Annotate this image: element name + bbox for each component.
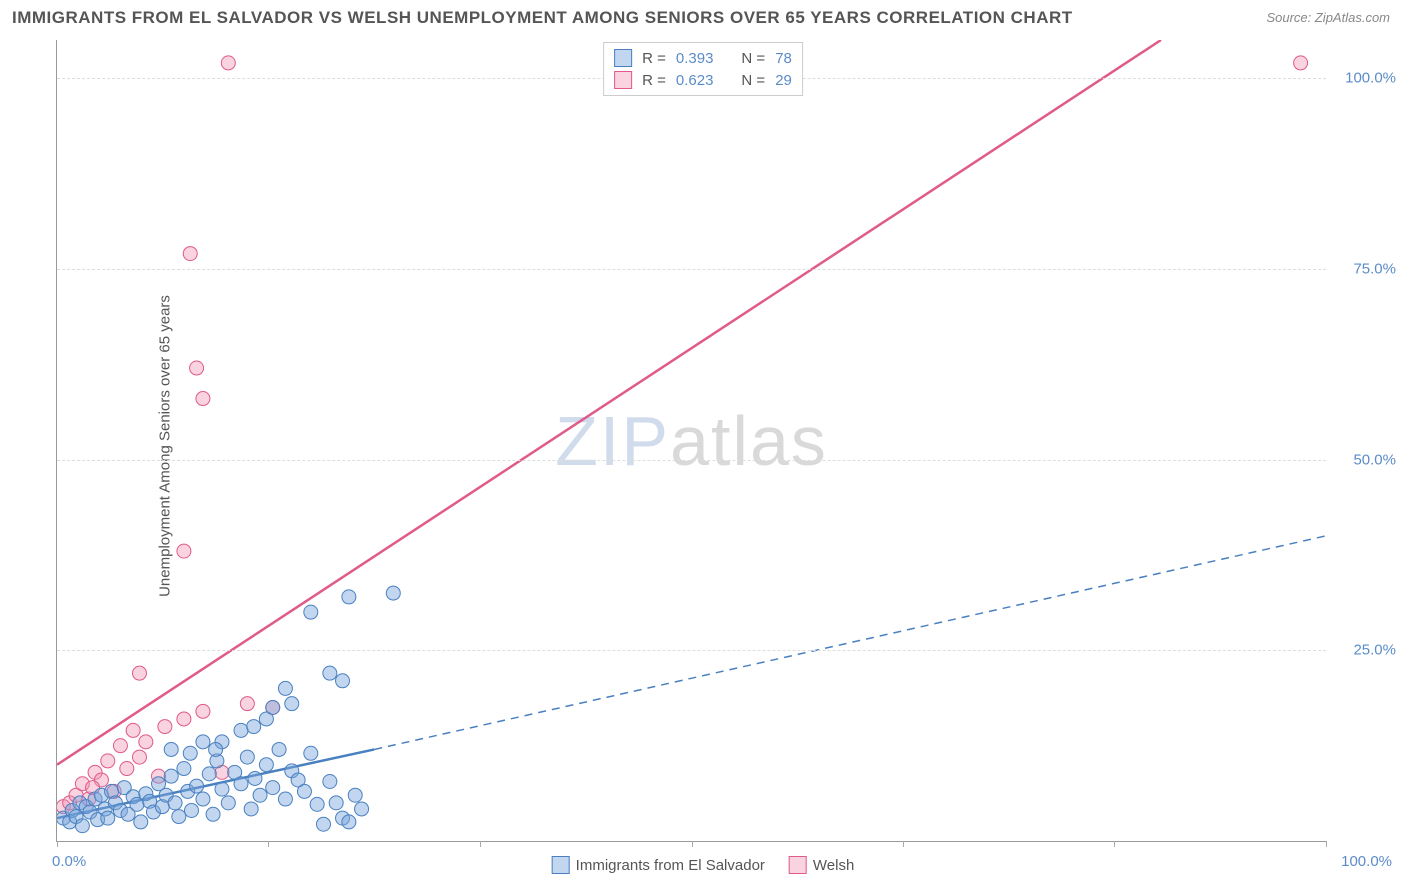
y-tick-label: 75.0% xyxy=(1353,260,1396,277)
stats-legend-box: R = 0.393 N = 78 R = 0.623 N = 29 xyxy=(603,42,803,96)
r-label: R = xyxy=(642,72,666,89)
stats-row-blue: R = 0.393 N = 78 xyxy=(614,47,792,69)
legend-item-pink: Welsh xyxy=(789,856,854,874)
r-value-pink: 0.623 xyxy=(676,72,714,89)
chart-container: IMMIGRANTS FROM EL SALVADOR VS WELSH UNE… xyxy=(0,0,1406,892)
stats-row-pink: R = 0.623 N = 29 xyxy=(614,69,792,91)
plot-svg xyxy=(57,40,1326,841)
swatch-pink-icon xyxy=(614,71,632,89)
chart-title: IMMIGRANTS FROM EL SALVADOR VS WELSH UNE… xyxy=(12,8,1073,28)
r-value-blue: 0.393 xyxy=(676,50,714,67)
legend-pink-label: Welsh xyxy=(813,857,854,874)
plot-area: ZIPatlas xyxy=(56,40,1326,842)
swatch-blue-icon xyxy=(552,856,570,874)
y-tick-label: 50.0% xyxy=(1353,451,1396,468)
legend-item-blue: Immigrants from El Salvador xyxy=(552,856,765,874)
n-label: N = xyxy=(741,72,765,89)
swatch-blue-icon xyxy=(614,49,632,67)
n-label: N = xyxy=(741,50,765,67)
x-axis-legend: Immigrants from El Salvador Welsh xyxy=(552,856,855,874)
n-value-pink: 29 xyxy=(775,72,792,89)
x-min-label: 0.0% xyxy=(52,853,86,870)
y-tick-label: 25.0% xyxy=(1353,642,1396,659)
y-tick-label: 100.0% xyxy=(1345,70,1396,87)
n-value-blue: 78 xyxy=(775,50,792,67)
r-label: R = xyxy=(642,50,666,67)
source-label: Source: ZipAtlas.com xyxy=(1266,10,1390,25)
x-max-label: 100.0% xyxy=(1341,853,1392,870)
legend-blue-label: Immigrants from El Salvador xyxy=(576,857,765,874)
swatch-pink-icon xyxy=(789,856,807,874)
